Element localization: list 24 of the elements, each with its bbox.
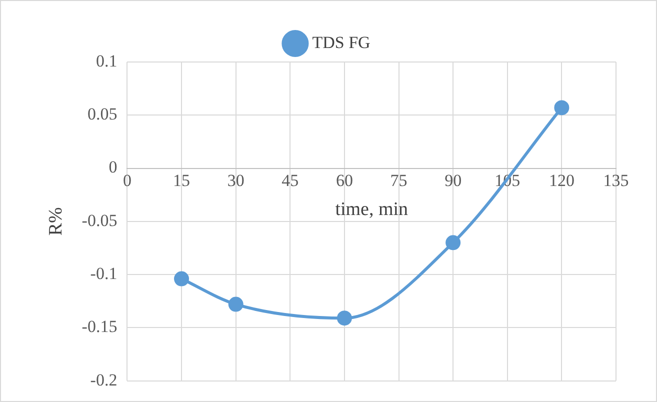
point bbox=[336, 310, 352, 326]
y-tick-label: -0.2 bbox=[90, 370, 118, 390]
x-axis-title: time, min bbox=[335, 199, 409, 220]
point bbox=[554, 100, 570, 116]
x-tick-label: 90 bbox=[444, 170, 462, 190]
legend-label: TDS FG bbox=[312, 32, 370, 52]
y-tick-label: 0.1 bbox=[96, 51, 118, 70]
x-tick-label: 15 bbox=[173, 170, 190, 190]
x-tick-label: 30 bbox=[227, 170, 244, 190]
point bbox=[446, 235, 461, 250]
x-tick-label: 0 bbox=[122, 170, 132, 190]
x-tick-label: 120 bbox=[548, 170, 574, 190]
y-axis-title: R% bbox=[45, 206, 66, 236]
x-tick-label: 75 bbox=[390, 170, 408, 190]
y-tick-label: 0 bbox=[108, 158, 118, 177]
point bbox=[228, 296, 244, 312]
y-tick-label: -0.1 bbox=[90, 264, 118, 283]
y-tick-label: 0.05 bbox=[87, 104, 118, 124]
y-tick-label: -0.15 bbox=[82, 317, 118, 336]
x-tick-label: 135 bbox=[603, 170, 629, 190]
y-tick-label: -0.05 bbox=[82, 210, 118, 230]
x-tick-label: 60 bbox=[336, 170, 353, 190]
point bbox=[174, 271, 190, 286]
x-tick-label: 45 bbox=[282, 170, 299, 190]
